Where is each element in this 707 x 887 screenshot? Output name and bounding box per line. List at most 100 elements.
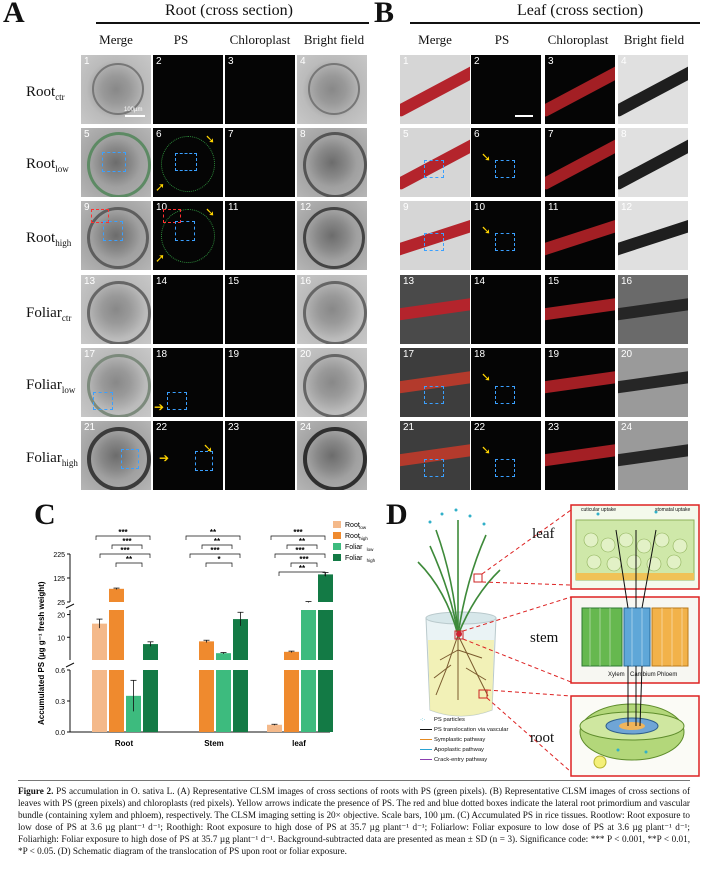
- bar-root-high-lower: [109, 670, 124, 732]
- legend-swatch: [333, 532, 341, 539]
- leaf-micrograph-b19: 19: [545, 348, 615, 417]
- bar-leaf-high-lower: [318, 670, 333, 732]
- panel-d-letter: D: [386, 498, 408, 531]
- y-tick-label: 10: [57, 635, 65, 642]
- legend-crack-entry: Crack-entry pathway: [420, 755, 540, 765]
- y-tick-label: 0.3: [55, 699, 65, 706]
- label-leaf: leaf: [532, 526, 555, 542]
- legend-label: Root: [345, 522, 360, 529]
- micrograph-a4: 4: [297, 55, 367, 124]
- significance-bracket: [115, 562, 143, 567]
- row-label-foliar-low: Foliarlow: [26, 377, 76, 395]
- bar-stem-low-lower: [216, 670, 231, 732]
- bar-stem-low-mid: [216, 653, 231, 660]
- micrograph-a16: 16: [297, 275, 367, 344]
- leaf-micrograph-b16: 16: [618, 275, 688, 344]
- micrograph-a24: 24: [297, 421, 367, 490]
- legend-sub: high: [359, 536, 368, 541]
- pot-illustration: [417, 520, 501, 717]
- translocation-schematic: [417, 504, 700, 777]
- panel-b-title: Leaf (cross section): [517, 2, 644, 19]
- micrograph-a21: 21: [81, 421, 151, 490]
- panel-a-col-brightfield: Bright field: [303, 32, 365, 47]
- bar-leaf-high-upper: [318, 574, 333, 602]
- micrograph-a12: 12: [297, 201, 367, 270]
- panel-c-letter: C: [34, 498, 56, 531]
- panel-b-title-rule: [410, 22, 700, 24]
- leaf-micrograph-b7: 7: [545, 128, 615, 197]
- micrograph-a18: 18 ➔: [153, 348, 223, 417]
- leaf-micrograph-b24: 24: [618, 421, 688, 490]
- significance-mark: ***: [210, 546, 220, 555]
- axis-break-1: [65, 662, 75, 668]
- significance-bracket: [290, 562, 318, 567]
- bar-root-low-lower: [92, 670, 107, 732]
- significance-mark: *: [217, 555, 221, 564]
- panel-a-col-chloroplast: Chloroplast: [229, 32, 291, 47]
- legend-vascular: PS translocation via vascular: [420, 725, 540, 735]
- stem-sublabel-cambium: Cambium: [630, 672, 656, 678]
- leaf-micrograph-b22: 22 ➘: [471, 421, 541, 490]
- micrograph-a9: 9: [81, 201, 151, 270]
- legend-swatch: [333, 543, 341, 550]
- micrograph-a23: 23: [225, 421, 295, 490]
- bar-leaf-low-mid: [301, 610, 316, 660]
- bar-root-high-mid: [109, 610, 124, 660]
- y-tick-label: 25: [57, 600, 65, 607]
- scale-bar-a: [125, 115, 145, 117]
- bar-root-high-upper: [109, 588, 124, 602]
- micrograph-a22: 22 ➔ ➘: [153, 421, 223, 490]
- significance-mark: ***: [118, 528, 128, 537]
- micrograph-a6: 6 ➘ ➚: [153, 128, 223, 197]
- bar-root-high-mid: [143, 644, 158, 660]
- significance-mark: ***: [120, 546, 130, 555]
- significance-bracket: [270, 535, 326, 540]
- significance-bracket: [99, 553, 151, 558]
- panel-b-col-chloroplast: Chloroplast: [547, 32, 609, 47]
- leaf-micrograph-b4: 4: [618, 55, 688, 124]
- label-stem: stem: [530, 630, 559, 646]
- leaf-micrograph-b2: 2: [471, 55, 541, 124]
- y-tick-label: 125: [53, 576, 65, 583]
- stem-tissue-illustration: [581, 607, 689, 667]
- legend-sub: high: [367, 558, 376, 563]
- leaf-sublabel-stomatal: stomatal uptake: [655, 507, 691, 513]
- significance-mark: ***: [295, 546, 305, 555]
- micrograph-a15: 15: [225, 275, 295, 344]
- micrograph-a10: 10 ➘ ➚: [153, 201, 223, 270]
- y-tick-label: 0.0: [55, 730, 65, 737]
- panel-a-col-ps: PS: [173, 32, 189, 47]
- label-root: root: [530, 730, 555, 746]
- bar-root-low-mid: [92, 623, 107, 660]
- row-label-foliar-ctr: Foliarctr: [26, 305, 72, 323]
- significance-bracket: [274, 553, 326, 558]
- leaf-micrograph-b10: 10 ➘: [471, 201, 541, 270]
- legend-label: Root: [345, 533, 360, 540]
- leaf-micrograph-b23: 23: [545, 421, 615, 490]
- leaf-sublabel-cuticular: cuticular uptake: [581, 507, 617, 513]
- micrograph-a19: 19: [225, 348, 295, 417]
- significance-bracket: [185, 535, 241, 540]
- significance-bracket: [286, 544, 318, 549]
- significance-mark: **: [214, 537, 221, 546]
- micrograph-a11: 11: [225, 201, 295, 270]
- leaf-tissue-illustration: [575, 519, 695, 581]
- panel-b-col-ps: PS: [494, 32, 510, 47]
- micrograph-a7: 7: [225, 128, 295, 197]
- micrograph-a2: 2: [153, 55, 223, 124]
- micrograph-a14: 14: [153, 275, 223, 344]
- leaf-micrograph-b6: 6 ➘: [471, 128, 541, 197]
- y-tick-label: 0.6: [55, 668, 65, 675]
- bar-root-low: [126, 695, 141, 732]
- row-label-foliar-high: Foliarhigh: [26, 450, 78, 468]
- leaf-micrograph-b13: 13: [400, 275, 470, 344]
- caption-lead: Figure 2.: [18, 786, 54, 796]
- bar-leaf-low: [267, 724, 282, 732]
- y-axis-label: Accumulated PS (µg g⁻¹ fresh weight): [37, 581, 46, 725]
- significance-bracket: [95, 535, 151, 540]
- panel-b-col-merge: Merge: [418, 32, 452, 47]
- legend-label: Foliar: [345, 544, 363, 551]
- legend-symplastic: Symplastic pathway: [420, 735, 540, 745]
- row-label-root-ctr: Rootctr: [26, 84, 65, 102]
- micrograph-a8: 8: [297, 128, 367, 197]
